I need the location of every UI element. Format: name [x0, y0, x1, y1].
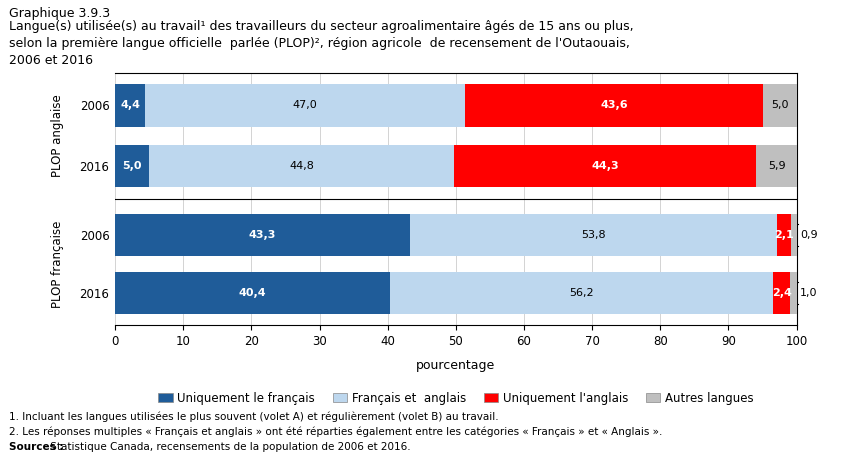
Text: 5,9: 5,9 [768, 161, 786, 171]
Text: selon la première langue officielle  parlée (PLOP)², région agricole  de recense: selon la première langue officielle parl… [9, 37, 630, 51]
Text: 1. Incluant les langues utilisées le plus souvent (volet A) et régulièrement (vo: 1. Incluant les langues utilisées le plu… [9, 412, 498, 422]
Bar [410, 214, 777, 257]
Legend: Uniquement le français, Français et  anglais, Uniquement l'anglais, Autres langu: Uniquement le français, Français et angl… [153, 387, 758, 409]
Bar [792, 214, 797, 257]
Text: Graphique 3.9.3: Graphique 3.9.3 [9, 7, 110, 20]
Text: 2006 et 2016: 2006 et 2016 [9, 54, 93, 67]
Text: 5,0: 5,0 [123, 161, 141, 171]
Bar [757, 145, 797, 187]
Text: PLOP anglaise: PLOP anglaise [50, 94, 64, 177]
Text: 4,4: 4,4 [120, 101, 140, 111]
Text: Statistique Canada, recensements de la population de 2006 et 2016.: Statistique Canada, recensements de la p… [47, 442, 411, 452]
Bar [465, 84, 763, 126]
Text: 43,3: 43,3 [249, 230, 276, 240]
Bar [777, 214, 792, 257]
Bar [145, 84, 465, 126]
Text: 47,0: 47,0 [293, 101, 318, 111]
Text: 53,8: 53,8 [581, 230, 606, 240]
Bar [115, 214, 410, 257]
Bar [390, 272, 774, 314]
Bar [149, 145, 454, 187]
X-axis label: pourcentage: pourcentage [416, 359, 496, 372]
Text: PLOP française: PLOP française [50, 220, 64, 308]
Text: 40,4: 40,4 [239, 288, 267, 298]
Bar [454, 145, 757, 187]
Text: 1,0: 1,0 [800, 288, 818, 298]
Text: 0,9: 0,9 [800, 230, 818, 240]
Bar [763, 84, 797, 126]
Bar [115, 84, 145, 126]
Text: 43,6: 43,6 [600, 101, 628, 111]
Text: 5,0: 5,0 [771, 101, 788, 111]
Text: 2. Les réponses multiples « Français et anglais » ont été réparties également en: 2. Les réponses multiples « Français et … [9, 427, 662, 437]
Text: 2,4: 2,4 [772, 288, 792, 298]
Text: 2,1: 2,1 [774, 230, 794, 240]
Text: Sources :: Sources : [9, 442, 63, 452]
Text: 44,8: 44,8 [290, 161, 314, 171]
Bar [774, 272, 790, 314]
Bar [790, 272, 797, 314]
Text: 44,3: 44,3 [591, 161, 619, 171]
Text: Langue(s) utilisée(s) au travail¹ des travailleurs du secteur agroalimentaire âg: Langue(s) utilisée(s) au travail¹ des tr… [9, 20, 633, 34]
Text: 56,2: 56,2 [570, 288, 594, 298]
Bar [115, 145, 149, 187]
Bar [115, 272, 390, 314]
